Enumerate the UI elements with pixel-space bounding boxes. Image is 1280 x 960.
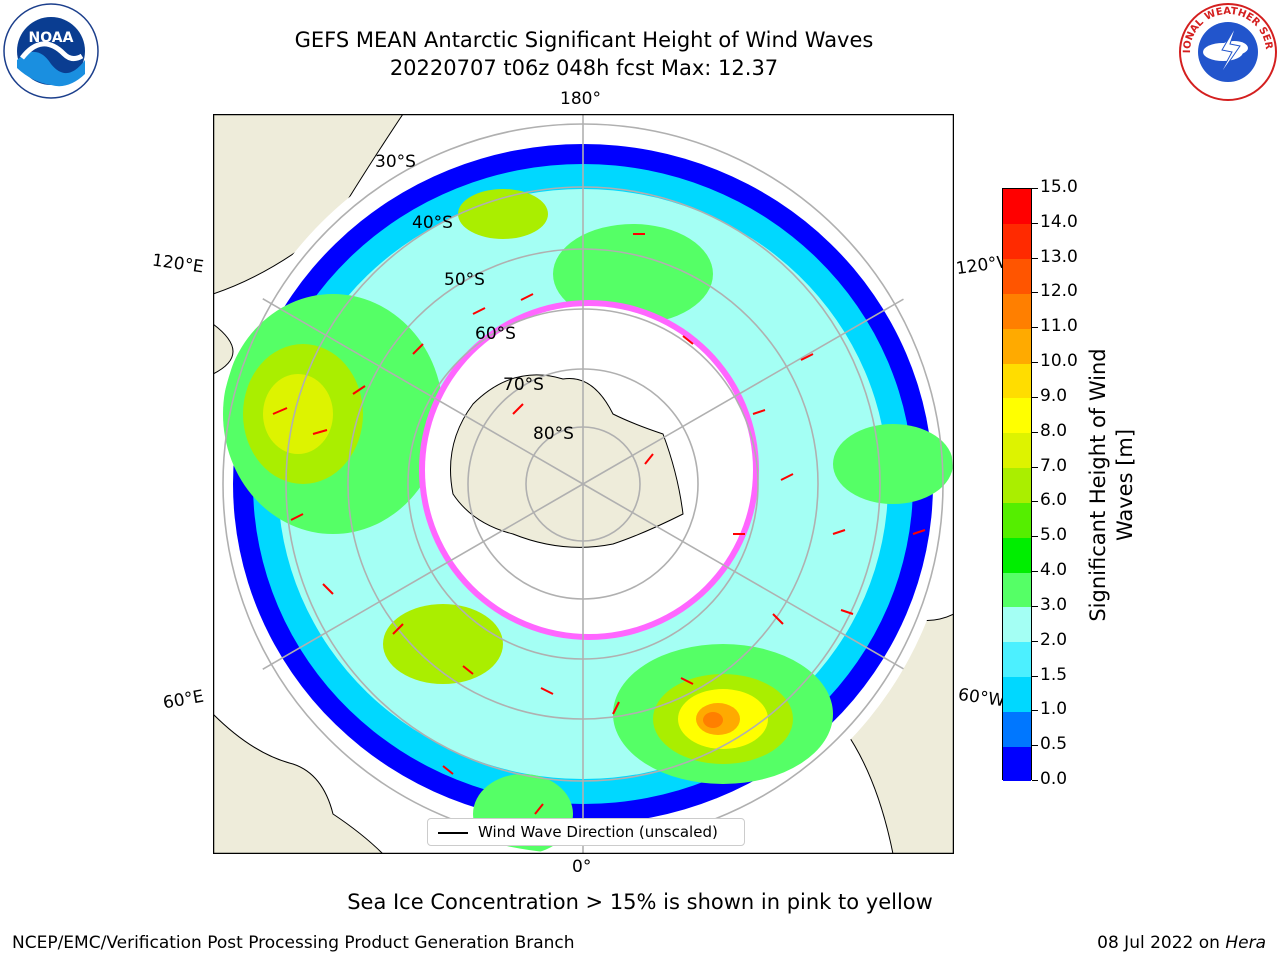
colorbar-segment: [1003, 432, 1031, 469]
colorbar-segment: [1003, 746, 1031, 782]
colorbar-tick-label: 13.0: [1040, 246, 1078, 267]
colorbar-segment: [1003, 467, 1031, 503]
lat-label-70s: 70°S: [503, 375, 544, 395]
producer-credit: NCEP/EMC/Verification Post Processing Pr…: [12, 933, 575, 953]
lon-label-60w: 60°W: [956, 684, 1006, 712]
colorbar-segment: [1003, 641, 1031, 678]
colorbar-segment: [1003, 293, 1031, 329]
graticule: [213, 114, 953, 854]
colorbar-tick-label: 15.0: [1040, 177, 1078, 197]
colorbar-tick-label: 0.0: [1040, 769, 1068, 789]
colorbar-tick-mark: [1032, 257, 1038, 259]
lon-label-0: 0°: [572, 857, 592, 877]
colorbar-tick-mark: [1032, 292, 1038, 294]
colorbar-segment: [1003, 189, 1031, 225]
colorbar-tick-label: 1.5: [1040, 664, 1068, 685]
colorbar-tick-mark: [1032, 362, 1038, 364]
colorbar-segment: [1003, 223, 1031, 260]
colorbar-tick-mark: [1032, 675, 1038, 677]
lon-label-120e: 120°E: [150, 250, 205, 278]
colorbar-segment: [1003, 537, 1031, 573]
legend-label: Wind Wave Direction (unscaled): [478, 823, 718, 841]
svg-text:NOAA: NOAA: [29, 30, 74, 46]
colorbar-tick-label: 9.0: [1040, 385, 1068, 406]
land-antarctica: [450, 374, 684, 548]
colorbar-tick-mark: [1032, 466, 1038, 468]
colorbar-tick-label: 5.0: [1040, 525, 1068, 546]
colorbar-segment: [1003, 258, 1031, 294]
colorbar-tick-label: 2.0: [1040, 629, 1068, 650]
colorbar-segment: [1003, 397, 1031, 434]
colorbar-tick-label: 1.0: [1040, 699, 1068, 720]
footer-date-text: 08 Jul 2022 on: [1097, 933, 1220, 953]
polar-map: [213, 114, 954, 854]
colorbar-title-line1: Significant Height of Wind: [1086, 348, 1110, 622]
colorbar-tick-mark: [1032, 188, 1038, 189]
colorbar-tick-label: 4.0: [1040, 560, 1068, 581]
colorbar-tick-mark: [1032, 501, 1038, 503]
lat-label-80s: 80°S: [533, 424, 574, 444]
lon-label-180: 180°: [560, 89, 601, 109]
colorbar-tick-label: 0.5: [1040, 734, 1068, 755]
colorbar-tick-label: 14.0: [1040, 211, 1078, 232]
colorbar-segment: [1003, 328, 1031, 364]
colorbar-tick-mark: [1032, 710, 1038, 712]
colorbar-segment: [1003, 676, 1031, 712]
lon-label-120w: 120°W: [954, 252, 1004, 280]
colorbar-tick-mark: [1032, 780, 1038, 781]
lat-label-40s: 40°S: [412, 213, 453, 233]
colorbar-tick-mark: [1032, 605, 1038, 607]
colorbar-tick-mark: [1032, 745, 1038, 747]
land-africa: [213, 713, 384, 854]
colorbar-tick-mark: [1032, 536, 1038, 538]
lat-label-60s: 60°S: [475, 324, 516, 344]
wind-wave-arrows: [272, 233, 926, 815]
sea-ice-note: Sea Ice Concentration > 15% is shown in …: [347, 890, 933, 914]
chart-subtitle: 20220707 t06z 048h fcst Max: 12.37: [389, 56, 779, 80]
colorbar-segment: [1003, 711, 1031, 747]
nws-logo: NATIONAL WEATHER SERVICE: [1174, 0, 1278, 106]
colorbar-segment: [1003, 606, 1031, 643]
colorbar-segment: [1003, 363, 1031, 399]
colorbar-tick-label: 6.0: [1040, 490, 1068, 511]
footer-date: 08 Jul 2022 on Hera: [1097, 933, 1266, 953]
colorbar-tick-label: 10.0: [1040, 351, 1078, 372]
colorbar-title: Significant Height of Wind Waves [m]: [1085, 348, 1139, 621]
colorbar-segment: [1003, 502, 1031, 538]
colorbar-tick-mark: [1032, 640, 1038, 642]
footer-machine: Hera: [1225, 933, 1266, 953]
colorbar-title-line2: Waves [m]: [1113, 428, 1137, 542]
colorbar-tick-label: 3.0: [1040, 594, 1068, 615]
lon-label-60e: 60°E: [161, 686, 206, 714]
lat-label-50s: 50°S: [444, 270, 485, 290]
colorbar-tick-label: 11.0: [1040, 316, 1078, 337]
colorbar-tick-label: 7.0: [1040, 455, 1068, 476]
colorbar-tick-mark: [1032, 431, 1038, 433]
colorbar-tick-label: 8.0: [1040, 420, 1068, 441]
colorbar: [1002, 188, 1032, 782]
colorbar-tick-mark: [1032, 571, 1038, 573]
chart-title: GEFS MEAN Antarctic Significant Height o…: [294, 28, 874, 52]
noaa-logo: NOAA: [2, 2, 100, 104]
lat-label-30s: 30°S: [375, 152, 416, 172]
map-legend: Wind Wave Direction (unscaled): [427, 818, 745, 846]
colorbar-tick-mark: [1032, 327, 1038, 329]
colorbar-tick-label: 12.0: [1040, 281, 1078, 302]
colorbar-segment: [1003, 572, 1031, 608]
colorbar-tick-mark: [1032, 222, 1038, 224]
legend-line-icon: [438, 832, 468, 834]
colorbar-tick-mark: [1032, 396, 1038, 398]
